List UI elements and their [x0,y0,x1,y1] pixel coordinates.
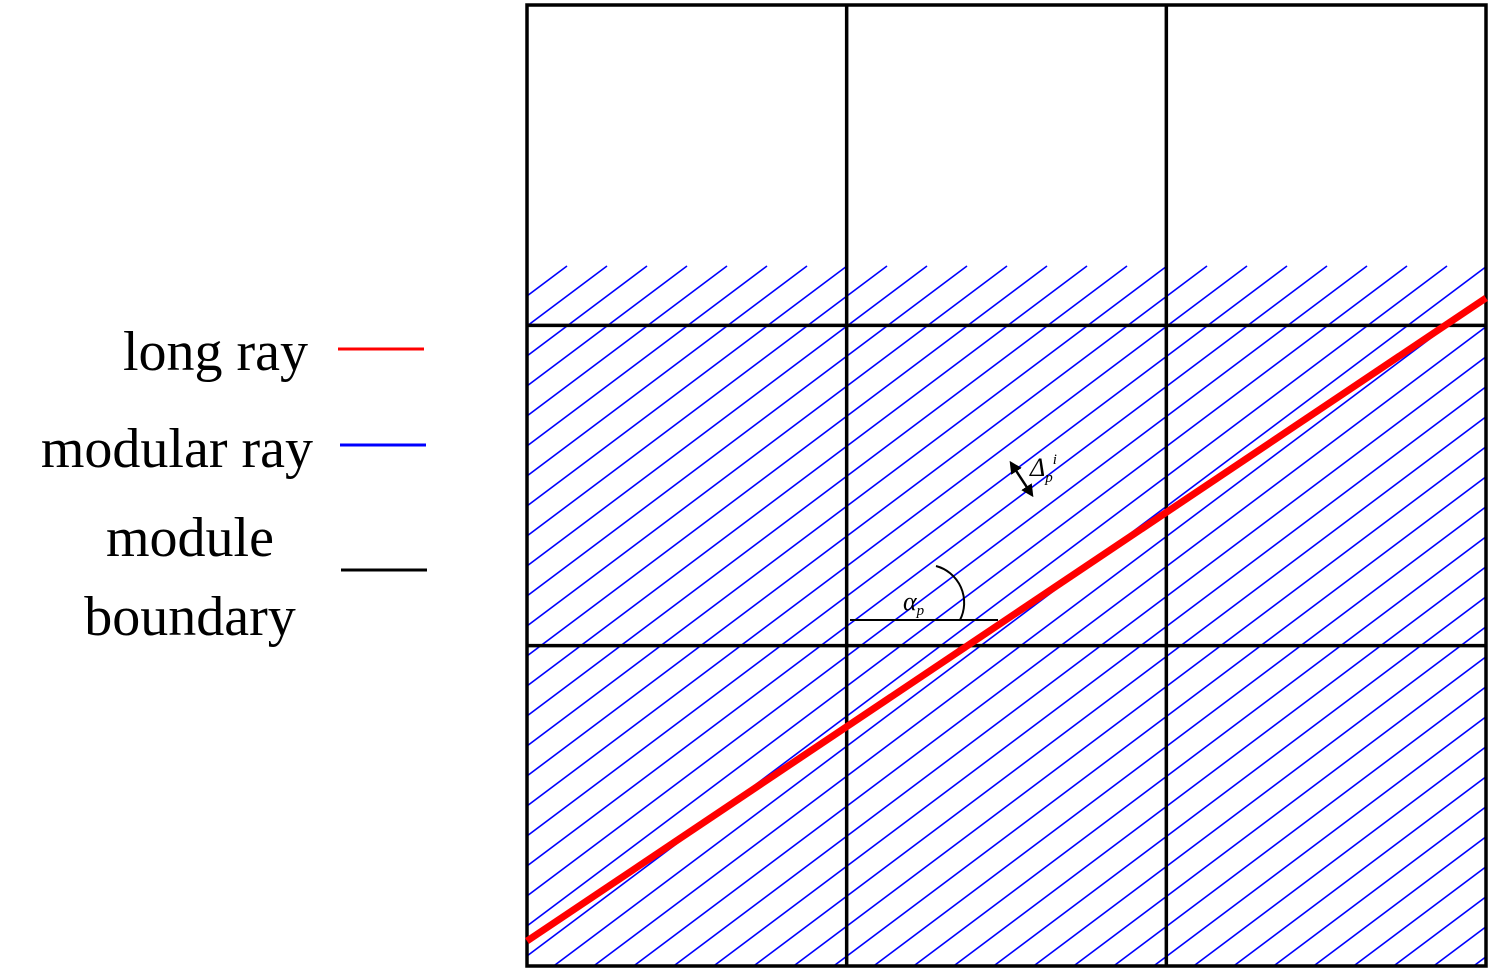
modular-ray [527,265,1328,867]
modular-ray [527,265,1368,897]
spacing-symbol: Δ [1029,453,1045,482]
modular-ray [527,265,1408,927]
modular-ray [527,265,888,537]
legend-label-module-line1: module [106,507,274,569]
modular-ray [527,265,1168,747]
modular-ray [1352,865,1486,966]
spacing-annotation: Δpi [1009,452,1057,498]
module-boundaries [525,3,1488,968]
modular-ray [872,505,1486,966]
modular-ray [1272,805,1486,966]
modular-ray [1487,266,1493,973]
module-boundary-outer [525,3,1488,968]
modular-ray [1472,955,1486,966]
modular-ray [1152,715,1486,966]
modular-ray [527,265,1448,957]
modular-ray [712,385,1486,966]
modular-ray [527,265,928,567]
long-ray [525,295,1488,944]
modular-ray [0,266,7,973]
spacing-label: Δpi [1029,452,1057,486]
modular-ray [527,265,728,417]
legend-label-module-line2: boundary [84,586,296,648]
legend-label-long-ray: long ray [123,321,308,383]
modular-ray [527,265,768,447]
modular-ray [992,595,1486,966]
legend-label-modular-ray: modular ray [41,418,313,480]
modular-ray [527,265,1288,837]
modular-ray [1112,685,1486,966]
modular-ray [1072,655,1486,966]
angle-annotation: αp [850,565,998,621]
modular-ray [527,265,1008,627]
modular-ray [792,445,1486,966]
angle-symbol: α [903,587,918,616]
modular-ray [527,265,808,477]
modular-ray [912,535,1486,966]
modular-ray [1312,835,1486,966]
modular-ray [527,265,1128,717]
modular-ray [527,265,848,507]
modular-ray [1032,625,1486,966]
angle-arc [935,565,966,621]
modular-ray [527,265,1208,777]
modular-ray [952,565,1486,966]
modular-ray [672,355,1486,966]
modular-ray [592,295,1486,966]
modular-ray [1392,895,1486,966]
modular-ray [1192,745,1486,966]
modular-rays [0,265,1493,973]
modular-ray [527,265,1248,807]
modular-ray [632,325,1486,966]
spacing-superscript: i [1053,452,1057,468]
legend: long ray modular ray module boundary [41,321,427,648]
angle-subscript: p [916,603,925,619]
modular-ray [832,475,1486,966]
modular-ray [0,266,87,973]
modular-ray [1232,775,1486,966]
modular-ray [527,265,1088,687]
spacing-arrow [1009,460,1034,498]
modular-ray [0,266,47,973]
angle-label: αp [903,587,925,619]
modular-ray [552,265,1486,966]
modular-ray [527,265,968,597]
modular-ray [527,265,1048,657]
modular-ray [752,415,1486,966]
spacing-subscript: p [1044,470,1053,486]
